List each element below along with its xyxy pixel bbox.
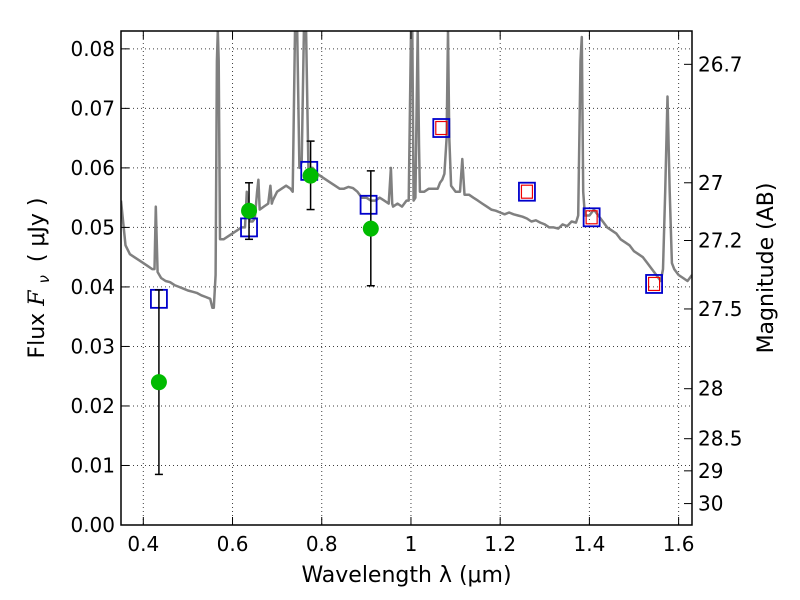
model-photometry-square [645,274,663,294]
mag-tick-label: 29 [698,459,723,483]
y-axis-label-right: Magnitude (AB) [754,183,779,354]
plot-frame [120,30,693,526]
x-axis-label: Wavelength λ (μm) [301,563,511,588]
model-photometry-square [359,194,378,215]
y-tick-label: 0.01 [70,453,115,477]
mag-tick-label: 28 [698,377,723,401]
grid-lines [121,31,692,526]
y-tick-label: 0.00 [70,513,115,537]
model-photometry-square [582,207,601,228]
mag-tick-label: 30 [698,492,723,516]
model-photometry-inner-square [585,210,598,225]
y-axis-label-prefix: Flux [25,306,50,359]
x-axis-ticks: 0.4 0.6 0.8 1 1.2 1.4 1.6 [127,31,695,556]
magnitude-axis-ticks: 26.7 27 27.2 27.5 28 28.5 29 30 [684,52,743,516]
mag-tick-label: 27.5 [698,297,743,321]
model-sed-line [121,31,692,310]
plot-data [121,31,692,476]
y-tick-label: 0.05 [70,215,115,239]
model-photometry-inner-square [647,276,661,292]
y-axis-ticks: 0.00 0.01 0.02 0.03 0.04 0.05 0.06 0.07 0.08 [70,37,129,537]
x-tick-label: 1.4 [573,532,605,556]
y-tick-label: 0.08 [70,37,115,61]
model-photometry-square [432,118,451,138]
x-tick-label: 0.6 [217,532,249,556]
model-photometry-inner-square [435,120,448,136]
y-axis-label-subscript: ν [35,275,53,283]
y-tick-label: 0.06 [70,156,115,180]
x-tick-label: 0.4 [127,532,159,556]
y-tick-label: 0.07 [70,96,115,120]
y-tick-label: 0.04 [70,275,115,299]
x-tick-label: 1.6 [663,532,695,556]
mag-tick-label: 26.7 [698,52,743,76]
mag-tick-label: 27.2 [698,229,743,253]
y-axis-label-left: Flux F ν ( μJy ) [25,197,55,358]
x-tick-label: 1 [405,532,418,556]
x-tick-label: 1.2 [484,532,516,556]
y-axis-label-unit: ( μJy ) [25,197,50,262]
observed-point [241,202,258,219]
observed-point [150,374,167,391]
mag-tick-label: 27 [698,171,723,195]
y-axis-label-symbol: F [25,290,50,307]
x-tick-label: 0.8 [306,532,338,556]
model-photometry-square [518,181,536,202]
mag-tick-label: 28.5 [698,427,743,451]
observed-point [362,220,379,237]
y-tick-label: 0.03 [70,334,115,358]
observed-point [302,167,319,184]
y-tick-label: 0.02 [70,394,115,418]
model-photometry-inner-square [520,184,534,199]
